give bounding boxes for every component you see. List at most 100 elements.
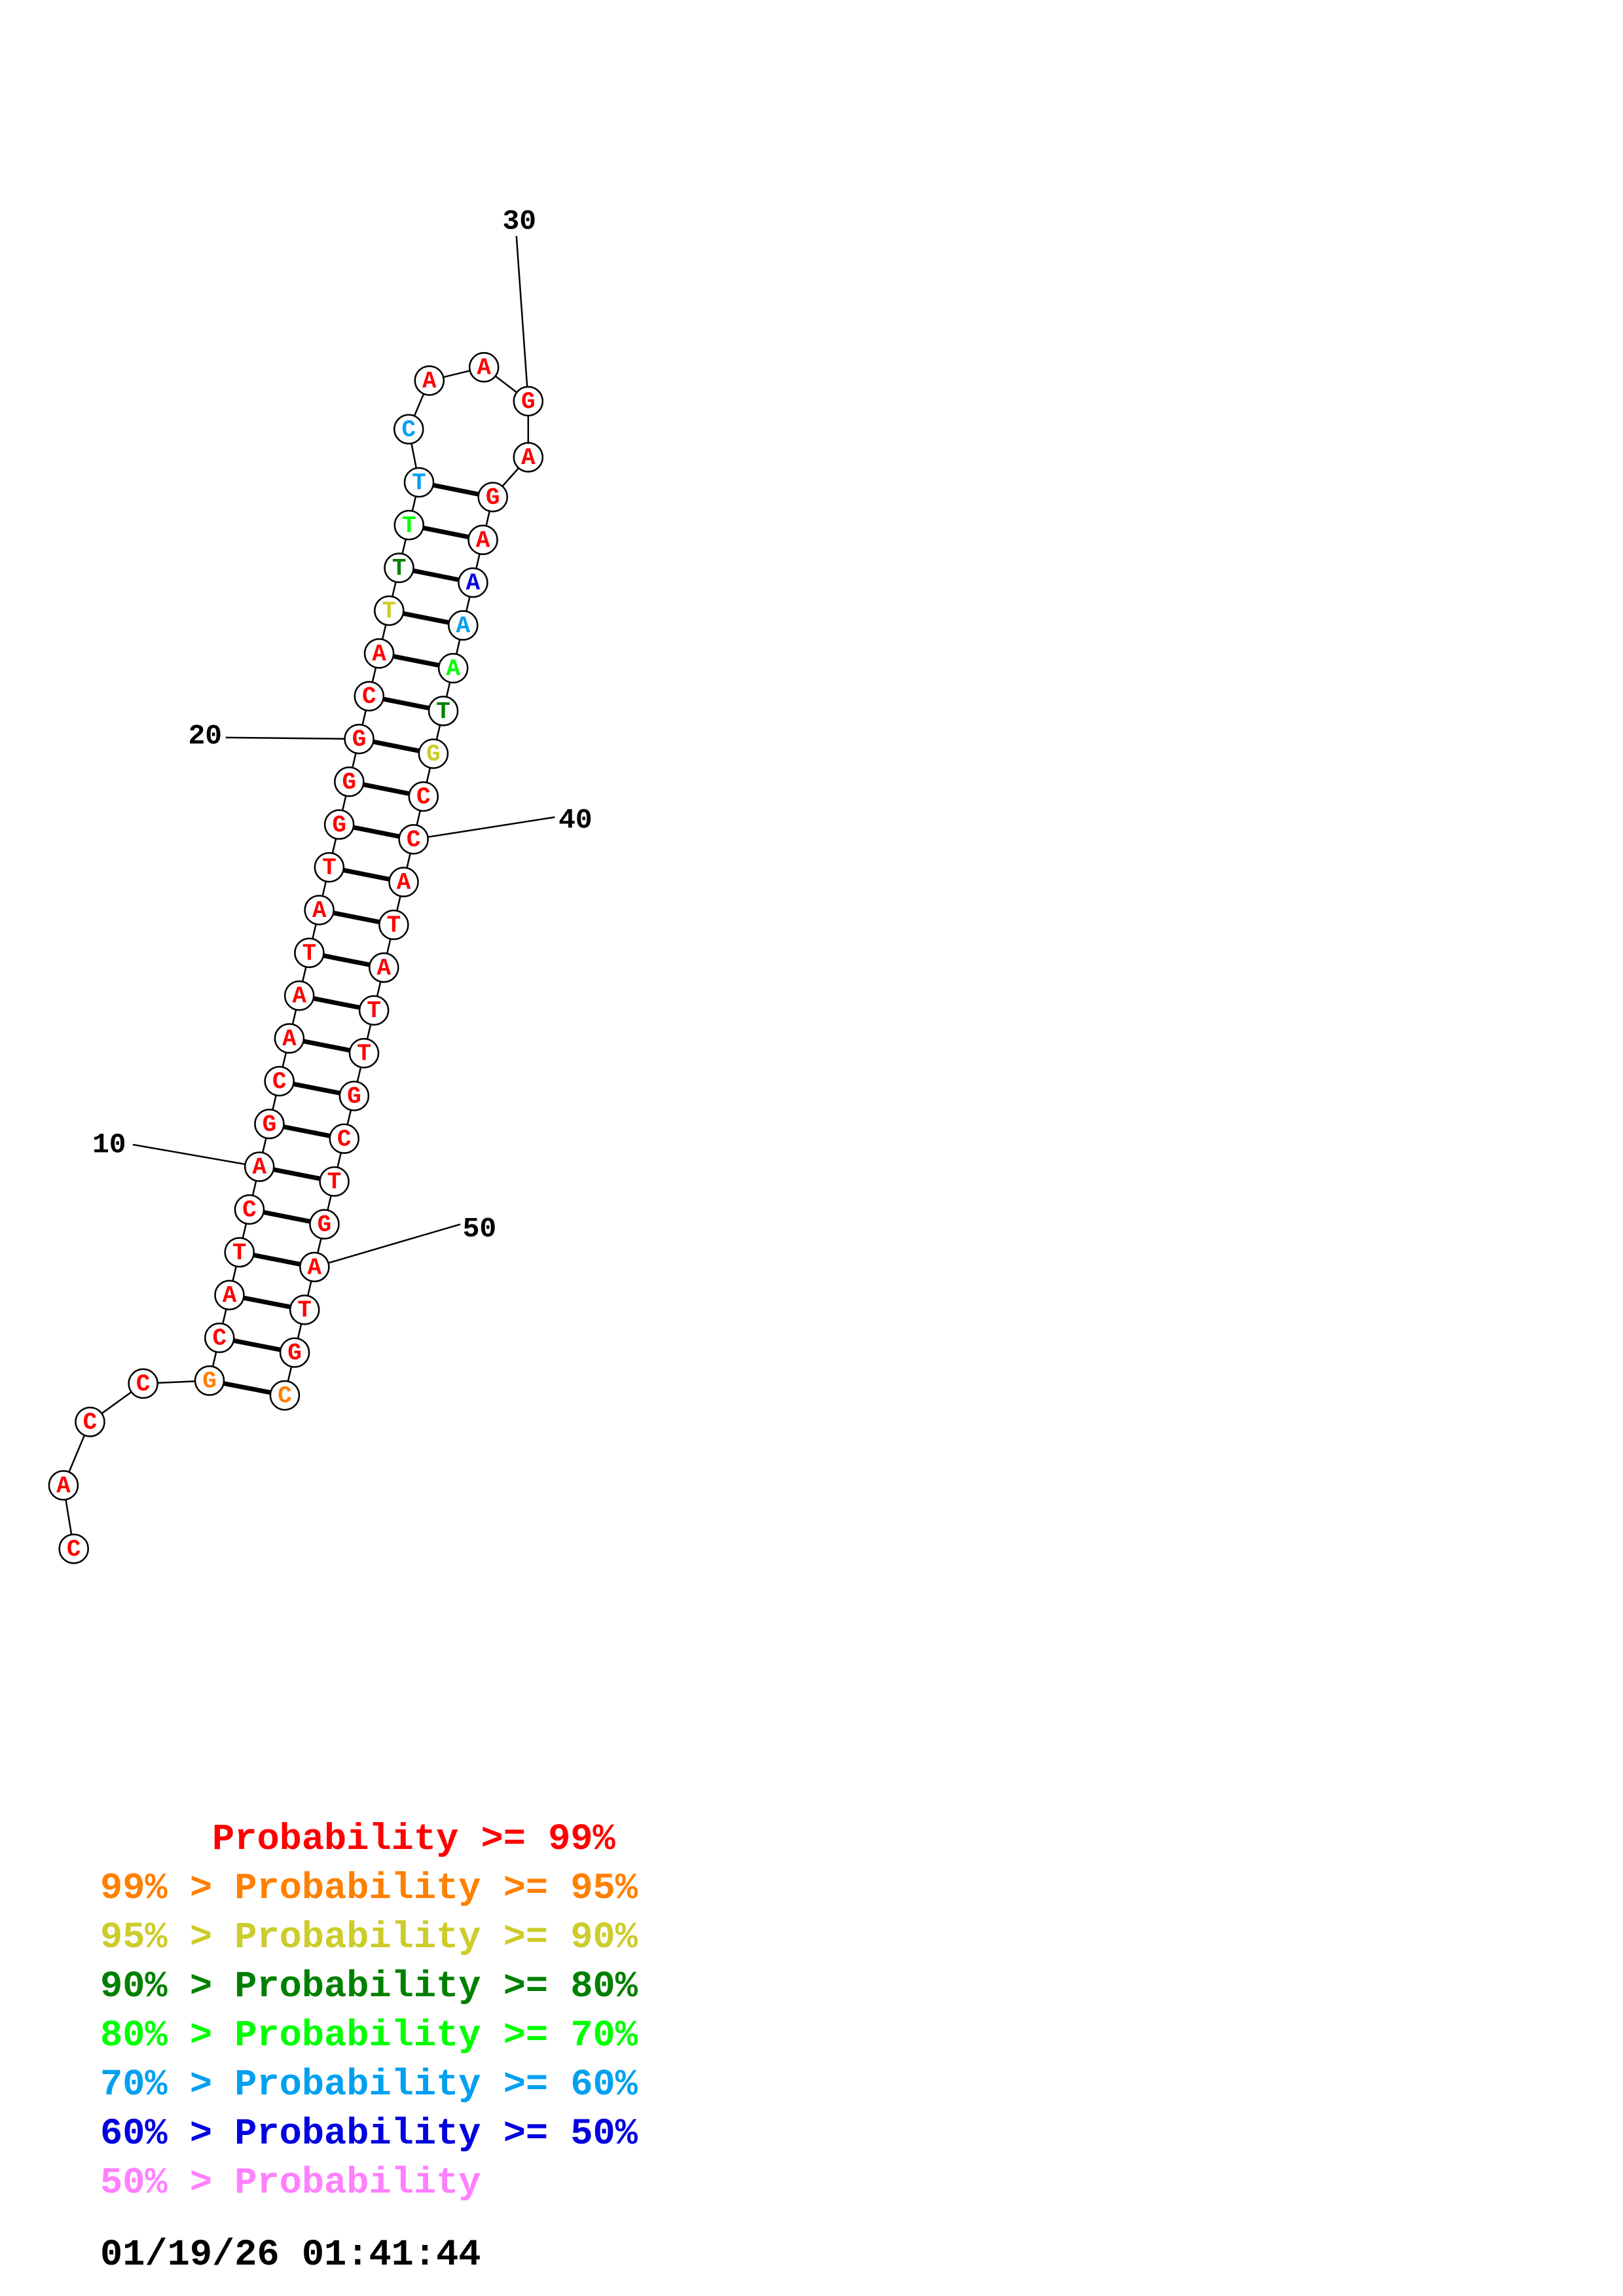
nucleotide-circle bbox=[338, 1081, 370, 1111]
nucleotide-letter: G bbox=[342, 769, 357, 796]
nucleotide-circle bbox=[254, 1109, 285, 1139]
base-pair-lines bbox=[223, 482, 479, 1395]
nucleotide-circle bbox=[314, 852, 345, 883]
tick-label-50: 50 bbox=[463, 1213, 497, 1245]
nucleotide-circle bbox=[467, 524, 498, 556]
nucleotide: A bbox=[369, 952, 399, 983]
nucleotide-circle bbox=[369, 952, 399, 983]
nucleotide-circle bbox=[274, 1023, 305, 1054]
nucleotide-letter: C bbox=[362, 683, 376, 710]
base-pair-line bbox=[243, 1295, 291, 1310]
nucleotide: T bbox=[393, 510, 425, 541]
nucleotide: T bbox=[378, 909, 409, 941]
nucleotide-letter: G bbox=[521, 388, 536, 415]
nucleotide-circle bbox=[513, 386, 544, 417]
nucleotide-circle bbox=[384, 552, 414, 583]
nucleotide-circle bbox=[414, 365, 445, 396]
nucleotide-letter: A bbox=[292, 983, 306, 1010]
nucleotide: C bbox=[408, 781, 439, 812]
nucleotide: T bbox=[224, 1237, 255, 1268]
nucleotide-letter: T bbox=[297, 1297, 312, 1324]
nucleotide: C bbox=[204, 1322, 235, 1354]
nucleotide-letter: C bbox=[416, 783, 431, 810]
nucleotide: C bbox=[128, 1368, 158, 1399]
nucleotide-letter: G bbox=[287, 1340, 302, 1367]
base-pair-line bbox=[353, 825, 400, 839]
nucleotide-circle bbox=[374, 595, 405, 626]
nucleotide-circle bbox=[304, 895, 335, 925]
nucleotide-circle bbox=[477, 482, 508, 512]
nucleotide-letter: C bbox=[212, 1325, 227, 1352]
nucleotide: C bbox=[329, 1123, 359, 1155]
nucleotide: G bbox=[323, 809, 355, 840]
nucleotide-letter: A bbox=[372, 641, 386, 668]
nucleotide-circle bbox=[393, 414, 424, 445]
timestamp: 01/19/26 01:41:44 bbox=[100, 2234, 481, 2276]
nucleotide-letter: T bbox=[402, 512, 416, 539]
nucleotide-letter: G bbox=[486, 484, 500, 511]
base-pair-line bbox=[422, 526, 469, 539]
base-pair-line bbox=[373, 739, 420, 753]
nucleotide-circle bbox=[299, 1251, 330, 1283]
base-pair-line bbox=[323, 953, 371, 967]
nucleotide: G bbox=[279, 1337, 310, 1368]
nucleotide: G bbox=[338, 1081, 370, 1111]
nucleotide-circle bbox=[289, 1294, 320, 1325]
nucleotide-letter: C bbox=[407, 827, 421, 853]
nucleotide-letter: A bbox=[466, 570, 481, 597]
tick-line-30 bbox=[515, 236, 530, 402]
nucleotide: G bbox=[477, 482, 508, 512]
nucleotide-letter: G bbox=[202, 1368, 217, 1395]
nucleotide-letter: A bbox=[521, 444, 536, 471]
nucleotide: A bbox=[437, 653, 469, 684]
nucleotide-circle bbox=[378, 909, 409, 941]
nucleotide-circle bbox=[448, 610, 479, 641]
nucleotide: C bbox=[393, 414, 424, 445]
nucleotide: G bbox=[194, 1365, 225, 1396]
base-pair-line bbox=[342, 867, 390, 882]
nucleotide: G bbox=[418, 738, 449, 769]
base-pair-line bbox=[403, 611, 450, 625]
nucleotide-circle bbox=[75, 1407, 105, 1437]
nucleotide: A bbox=[214, 1280, 245, 1310]
nucleotide-letter: T bbox=[327, 1169, 342, 1196]
nucleotide-circle bbox=[403, 467, 435, 498]
nucleotide-circle bbox=[428, 696, 459, 726]
nucleotide: G bbox=[334, 766, 365, 797]
base-pair-line bbox=[253, 1253, 301, 1267]
nucleotide-letter: A bbox=[312, 897, 327, 924]
nucleotide-letter: T bbox=[302, 940, 317, 967]
nucleotide: T bbox=[294, 937, 325, 969]
nucleotide: T bbox=[428, 696, 459, 726]
nucleotide-circle bbox=[244, 1151, 275, 1182]
base-pair-line bbox=[363, 782, 410, 797]
nucleotide-circle bbox=[128, 1368, 158, 1399]
nucleotide: G bbox=[254, 1109, 285, 1139]
nucleotide-circle bbox=[323, 809, 355, 840]
nucleotide-circle bbox=[388, 867, 419, 897]
nucleotide: A bbox=[304, 895, 335, 925]
nucleotide: A bbox=[468, 351, 500, 383]
nucleotide: T bbox=[374, 595, 405, 626]
nucleotide-letter: G bbox=[426, 741, 441, 768]
nucleotide: C bbox=[75, 1407, 105, 1437]
nucleotide-letter: C bbox=[337, 1126, 352, 1153]
nucleotide: A bbox=[48, 1470, 79, 1501]
nucleotide-letter: T bbox=[392, 555, 407, 582]
base-pair-line bbox=[223, 1381, 272, 1395]
nucleotide: C bbox=[58, 1534, 89, 1564]
base-pair-line bbox=[273, 1167, 321, 1181]
nucleotide-circle bbox=[393, 510, 425, 541]
nucleotide-letter: G bbox=[332, 812, 346, 838]
nucleotide-circle bbox=[224, 1237, 255, 1268]
nucleotide-circle bbox=[214, 1280, 245, 1310]
nucleotide-letter: C bbox=[401, 416, 416, 443]
nucleotide: T bbox=[289, 1294, 320, 1325]
nucleotide: C bbox=[269, 1380, 301, 1411]
nucleotide-circle bbox=[418, 738, 449, 769]
base-pair-line bbox=[412, 568, 460, 583]
nucleotide: A bbox=[414, 365, 445, 396]
base-pair-line bbox=[313, 996, 361, 1010]
